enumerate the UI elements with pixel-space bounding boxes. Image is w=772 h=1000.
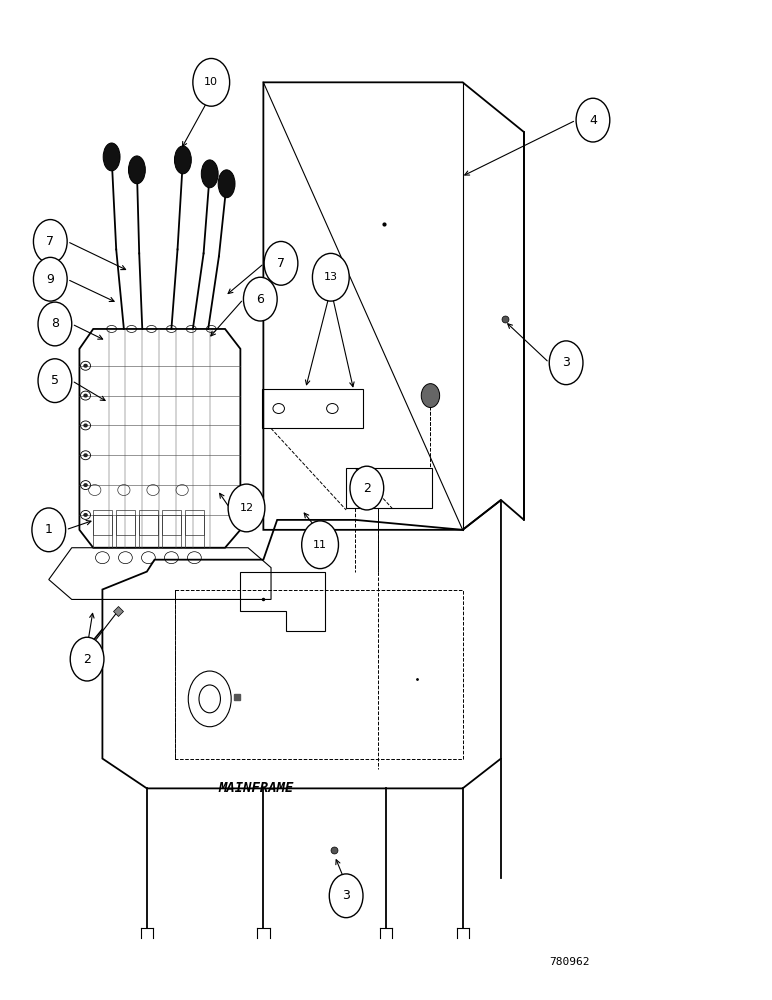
Ellipse shape	[83, 364, 88, 368]
Ellipse shape	[83, 394, 88, 398]
Text: 11: 11	[313, 540, 327, 550]
Text: 2: 2	[83, 653, 91, 666]
Text: 6: 6	[256, 293, 264, 306]
Ellipse shape	[103, 143, 120, 171]
Circle shape	[193, 58, 229, 106]
Text: MAINFRAME: MAINFRAME	[218, 781, 293, 795]
Text: 9: 9	[46, 273, 54, 286]
Ellipse shape	[83, 513, 88, 517]
Text: 13: 13	[323, 272, 338, 282]
Circle shape	[302, 521, 338, 569]
Circle shape	[38, 359, 72, 403]
Text: 2: 2	[363, 482, 371, 495]
Text: 3: 3	[342, 889, 350, 902]
Text: 8: 8	[51, 317, 59, 330]
Circle shape	[33, 220, 67, 263]
Circle shape	[32, 508, 66, 552]
Circle shape	[330, 874, 363, 918]
Text: 5: 5	[51, 374, 59, 387]
Circle shape	[33, 257, 67, 301]
Ellipse shape	[83, 453, 88, 457]
Text: 10: 10	[205, 77, 218, 87]
Circle shape	[576, 98, 610, 142]
Circle shape	[38, 302, 72, 346]
Text: 780962: 780962	[550, 957, 591, 967]
Text: 12: 12	[239, 503, 253, 513]
Circle shape	[350, 466, 384, 510]
Text: 3: 3	[562, 356, 570, 369]
Circle shape	[228, 484, 265, 532]
Ellipse shape	[128, 156, 145, 184]
Ellipse shape	[83, 483, 88, 487]
Circle shape	[243, 277, 277, 321]
Ellipse shape	[83, 423, 88, 427]
Ellipse shape	[218, 170, 235, 198]
Text: 7: 7	[277, 257, 285, 270]
Circle shape	[70, 637, 104, 681]
Text: 7: 7	[46, 235, 54, 248]
Text: 4: 4	[589, 114, 597, 127]
Circle shape	[422, 384, 439, 408]
Circle shape	[313, 253, 349, 301]
Ellipse shape	[174, 146, 191, 174]
Circle shape	[549, 341, 583, 385]
Text: 1: 1	[45, 523, 52, 536]
Ellipse shape	[201, 160, 218, 188]
Circle shape	[264, 241, 298, 285]
